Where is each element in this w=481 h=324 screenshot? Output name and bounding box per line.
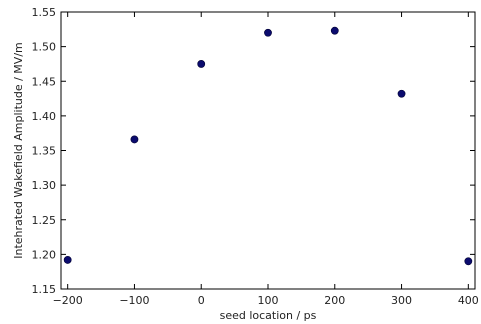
y-tick-label: 1.50: [32, 41, 57, 54]
y-axis-label: Intehrated Wakefield Amplitude / MV/m: [12, 42, 25, 259]
x-ticks: −200 −100 0 100 200 300 400: [53, 12, 479, 307]
x-axis-label: seed location / ps: [220, 309, 317, 322]
y-tick-label: 1.55: [32, 6, 57, 19]
x-tick-label: 0: [198, 294, 205, 307]
y-tick-label: 1.25: [32, 214, 57, 227]
x-tick-label: 400: [458, 294, 479, 307]
data-point: [464, 257, 473, 266]
data-point: [397, 89, 406, 98]
y-tick-label: 1.30: [32, 179, 57, 192]
data-point: [130, 135, 139, 144]
data-point: [264, 28, 272, 37]
x-tick-label: −100: [119, 294, 149, 307]
y-tick-label: 1.15: [32, 283, 57, 296]
x-tick-label: 200: [324, 294, 345, 307]
y-tick-label: 1.20: [32, 248, 57, 261]
data-point: [330, 26, 339, 35]
x-tick-label: 100: [258, 294, 279, 307]
y-tick-label: 1.45: [32, 75, 57, 88]
y-ticks: 1.15 1.20 1.25 1.30 1.35 1.40 1.45 1.50 1.55: [32, 6, 475, 296]
data-point: [63, 256, 72, 264]
y-tick-label: 1.40: [32, 110, 57, 123]
data-point: [197, 60, 206, 68]
plot-area-frame: [60, 11, 476, 290]
x-tick-label: 300: [391, 294, 412, 307]
y-tick-label: 1.35: [32, 145, 57, 158]
data-points: [63, 26, 473, 266]
x-tick-label: −200: [53, 294, 83, 307]
